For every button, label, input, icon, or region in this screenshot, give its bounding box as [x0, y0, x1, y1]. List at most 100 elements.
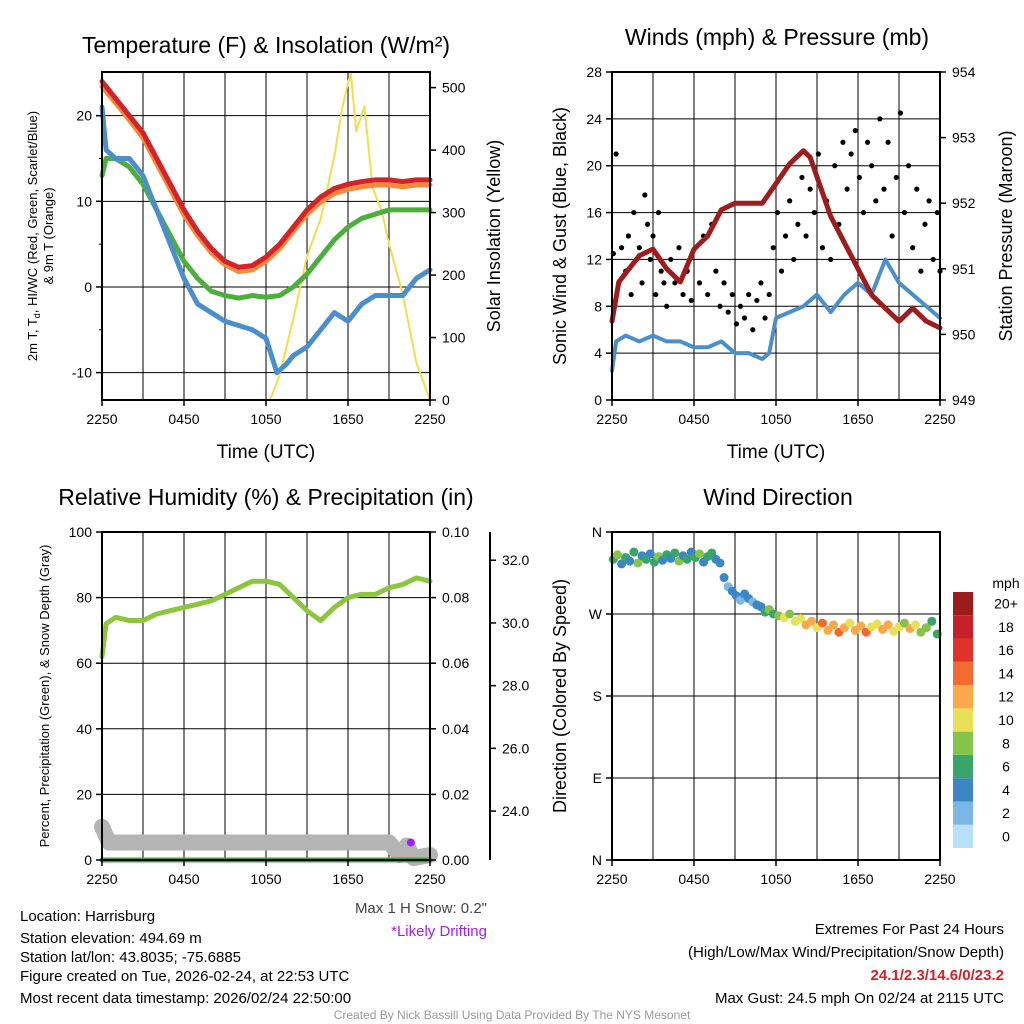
wind-direction-y-axis-label: Direction (Colored By Speed) [550, 579, 570, 813]
temperature-x-axis-label: Time (UTC) [217, 442, 316, 463]
y-tick-label: N [592, 852, 602, 868]
wind-direction-point [927, 616, 937, 626]
gust-point [680, 291, 686, 298]
gust-point [676, 245, 682, 251]
colorbar-label: 12 [998, 689, 1014, 705]
x-tick-label: 1650 [332, 411, 363, 427]
wind-direction-panel-title: Wind Direction [703, 484, 853, 510]
station-pressure-axis-label: Station Pressure (Maroon) [996, 130, 1016, 341]
precip-tick-label: 0.00 [442, 852, 469, 868]
temperature-y-label-part: , HI/WC (Red, Green, Scarlet/Blue) [25, 111, 40, 313]
colorbar-bin [953, 754, 973, 779]
solar-tick-label: 300 [442, 205, 466, 221]
gust-point [653, 291, 659, 298]
y-tick-label: E [593, 770, 602, 786]
plot-frame [101, 71, 431, 401]
snow-depth-tick-label: 30.0 [502, 615, 529, 631]
gust-point [930, 256, 936, 263]
gust-point [754, 297, 760, 304]
series-2m-t [99, 78, 433, 270]
gust-point [668, 256, 674, 263]
pressure-tick-label: 949 [952, 392, 976, 408]
gust-point [914, 186, 920, 192]
x-tick-label: 2250 [86, 871, 117, 887]
gust-point [770, 245, 776, 251]
gust-point [750, 327, 756, 333]
gust-point [642, 192, 648, 198]
gust-point [910, 245, 916, 251]
gust-point [766, 291, 772, 298]
max-snow-note: Max 1 H Snow: 0.2" [355, 900, 487, 917]
y-tick-label: 20 [76, 786, 92, 802]
pressure-tick-label: 952 [952, 195, 976, 211]
colorbar-label: 18 [998, 619, 1014, 635]
y-tick-label: 60 [76, 655, 92, 671]
station-latlon: Station lat/lon: 43.8035; -75.6885 [20, 949, 241, 966]
gust-point [650, 233, 656, 239]
colorbar-bin [953, 685, 973, 709]
gust-point [905, 163, 912, 169]
gust-point [799, 174, 805, 181]
most-recent-timestamp: Most recent data timestamp: 2026/02/24 2… [20, 990, 351, 1007]
y-tick-label: 10 [76, 193, 92, 209]
wind-direction-point [625, 556, 635, 566]
y-tick-label: 28 [586, 64, 602, 80]
colorbar-title: mph [992, 575, 1019, 591]
wind-direction-point [670, 548, 680, 558]
gust-point [696, 280, 703, 286]
x-tick-label: 2250 [596, 871, 627, 887]
gust-point [791, 256, 797, 263]
gust-point [795, 221, 801, 227]
gust-point [840, 139, 846, 145]
y-tick-label: 20 [76, 108, 92, 124]
gust-point [934, 209, 940, 216]
wind-direction-point [629, 547, 639, 557]
colorbar-bin [953, 615, 973, 639]
snow-depth-tick-label: 32.0 [502, 552, 529, 568]
pressure-tick-label: 950 [952, 326, 976, 342]
gust-point [926, 198, 932, 204]
winds-panel-title: Winds (mph) & Pressure (mb) [625, 24, 929, 50]
grid-layer [102, 72, 940, 860]
gust-point [832, 163, 838, 169]
colorbar-bin [953, 801, 973, 825]
wind-direction-point [910, 620, 920, 630]
precip-tick-label: 0.06 [442, 655, 469, 671]
wind-direction-point [856, 621, 866, 631]
plot-frame [611, 531, 941, 861]
y-tick-label: 0 [84, 279, 92, 295]
x-tick-label: 2250 [924, 411, 955, 427]
gust-point [717, 303, 723, 309]
gust-point [787, 198, 793, 204]
gust-point [885, 139, 891, 145]
wind-direction-point [682, 554, 692, 564]
x-tick-label: 2250 [924, 871, 955, 887]
gust-point [778, 268, 785, 274]
gust-point [918, 268, 924, 274]
station-elevation: Station elevation: 494.69 m [20, 930, 202, 947]
gust-point [877, 116, 883, 122]
y-tick-label: 80 [76, 590, 92, 606]
y-tick-label: 24 [586, 111, 602, 127]
gust-point [869, 163, 875, 169]
winds-x-axis-label: Time (UTC) [727, 442, 826, 463]
gust-point [860, 209, 867, 216]
x-tick-label: 1050 [760, 871, 791, 887]
x-tick-label: 1650 [842, 871, 873, 887]
pressure-tick-label: 953 [952, 130, 976, 146]
gust-point [893, 174, 899, 181]
gust-point [746, 291, 752, 298]
gust-point [807, 186, 813, 192]
plot-frame [101, 531, 431, 861]
gust-point [672, 280, 678, 286]
x-tick-label: 2250 [86, 411, 117, 427]
likely-drifting-note: *Likely Drifting [391, 923, 487, 940]
wind-speed-axis-label: Sonic Wind & Gust (Blue, Black) [550, 107, 570, 365]
temperature-y-axis-label: 2m T, Td, HI/WC (Red, Green, Scarlet/Blu… [25, 111, 42, 361]
series-sonic-wind [610, 257, 942, 373]
axes-layer: 2250 0450 1050 1650 2250-1001020010020030040… [69, 64, 1018, 887]
wind-direction-point [921, 623, 931, 633]
data-layer [94, 71, 943, 867]
gust-point [852, 127, 858, 134]
series-hi-wc [99, 104, 433, 376]
